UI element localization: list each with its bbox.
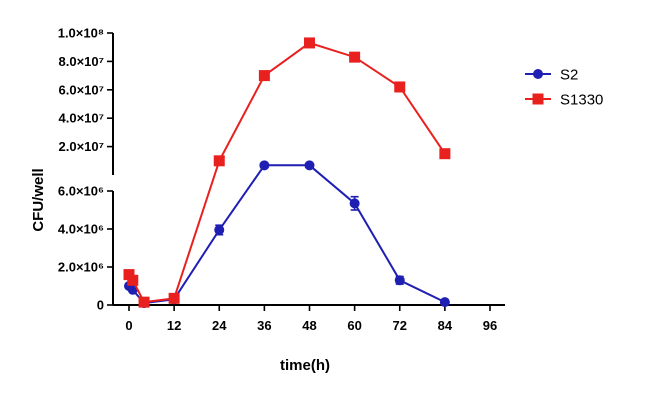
legend: S2 S1330	[525, 67, 603, 109]
axes: 0 2.0×10⁶ 4.0×10⁶ 6.0×10⁶ 2.0×10⁷ 4.0×10⁷ 6.0×…	[58, 26, 505, 333]
data-point-S2	[394, 275, 405, 286]
x-axis-title: time(h)	[280, 357, 330, 374]
y-tick-label: 2.0×10⁶	[58, 260, 104, 275]
x-tick-label: 48	[302, 318, 316, 333]
data-point-S1330	[439, 148, 451, 160]
x-tick-label: 0	[125, 318, 132, 333]
series-line-S2	[128, 164, 446, 305]
series-line-S1330	[128, 41, 446, 304]
legend-label-S2: S2	[560, 67, 578, 84]
series-layer	[123, 37, 451, 309]
legend-marker-S1330	[532, 93, 544, 105]
legend-label-S1330: S1330	[560, 92, 603, 109]
x-tick-label: 72	[393, 318, 407, 333]
data-point-S1330	[168, 292, 180, 304]
x-tick-label: 24	[212, 318, 227, 333]
y-tick-label: 4.0×10⁶	[58, 222, 104, 237]
data-point-S1330	[304, 37, 315, 49]
y-tick-label: 6.0×10⁷	[59, 82, 105, 97]
data-point-S1330	[123, 269, 135, 281]
data-point-S1330	[213, 155, 225, 167]
y-axis-title: CFU/well	[30, 168, 47, 231]
x-tick-label: 12	[167, 318, 181, 333]
data-point-S1330	[394, 81, 406, 93]
data-point-S1330	[138, 296, 150, 308]
data-point-S1330	[258, 70, 270, 82]
data-point-S2	[439, 297, 450, 308]
data-point-S1330	[127, 274, 139, 286]
y-tick-label: 6.0×10⁶	[58, 184, 104, 199]
data-point-S2	[259, 160, 270, 171]
y-tick-label: 2.0×10⁷	[59, 139, 105, 154]
data-point-S1330	[349, 51, 361, 63]
x-tick-label: 84	[438, 318, 453, 333]
y-tick-label: 1.0×10⁸	[58, 26, 104, 41]
x-tick-label: 96	[483, 318, 497, 333]
data-point-S2	[127, 284, 138, 295]
x-tick-label: 60	[347, 318, 361, 333]
data-point-S2	[349, 198, 360, 209]
data-point-S2	[214, 224, 225, 235]
y-tick-label: 4.0×10⁷	[59, 111, 105, 126]
y-tick-label: 0	[97, 298, 104, 313]
data-point-S2	[304, 160, 315, 171]
legend-marker-S2	[533, 69, 543, 79]
x-tick-label: 36	[257, 318, 271, 333]
y-tick-label: 8.0×10⁷	[59, 54, 105, 69]
